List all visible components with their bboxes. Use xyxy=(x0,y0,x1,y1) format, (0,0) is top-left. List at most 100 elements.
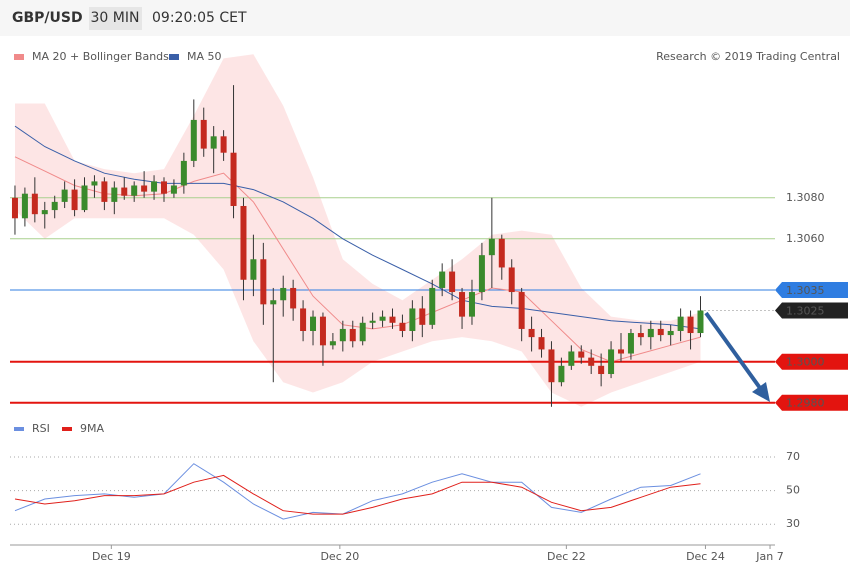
candle-body xyxy=(200,119,207,149)
clock: 09:20:05 CET xyxy=(152,10,247,26)
candle-body xyxy=(349,328,356,342)
candle-body xyxy=(478,255,485,293)
candle-body xyxy=(429,287,436,325)
legend-label: 9MA xyxy=(80,422,104,435)
candle-body xyxy=(11,197,18,219)
legend-label: RSI xyxy=(32,422,50,435)
arrow-shaft xyxy=(704,311,762,390)
candle-body xyxy=(41,210,48,215)
level-tag xyxy=(775,302,848,319)
candle-body xyxy=(270,300,277,305)
candle-body xyxy=(230,152,237,206)
plot: Dec 19 Dec 20 Dec 22 Dec 24 Jan 7 1.3080 1.306… xyxy=(10,50,848,563)
candle-body xyxy=(488,238,495,256)
legend-swatch xyxy=(14,427,24,431)
candle-body xyxy=(647,328,654,338)
candle-body xyxy=(697,310,704,334)
interval: 30 MIN xyxy=(91,10,140,26)
candle-body xyxy=(220,136,227,153)
candle-body xyxy=(677,316,684,331)
candle-body xyxy=(369,320,376,323)
x-tick-label: Dec 24 xyxy=(686,550,725,563)
candle-body xyxy=(439,271,446,288)
ma-line xyxy=(14,156,701,363)
symbol: GBP/USD xyxy=(12,10,83,26)
candle-body xyxy=(160,181,167,194)
candle-body xyxy=(101,181,108,202)
candle-body xyxy=(260,259,267,305)
candle-body xyxy=(568,351,575,366)
y-tick-label: 30 xyxy=(786,517,800,530)
candle-body xyxy=(409,308,416,331)
candle-body xyxy=(399,322,406,331)
candle-body xyxy=(598,365,605,375)
candle-body xyxy=(608,349,615,375)
candle-body xyxy=(618,349,625,354)
x-tick-label: Dec 20 xyxy=(320,550,359,563)
candle-body xyxy=(240,205,247,280)
candle-body xyxy=(71,189,78,211)
ma-line xyxy=(14,125,701,330)
candle-body xyxy=(528,328,535,338)
candle-body xyxy=(31,193,38,215)
candle-body xyxy=(141,185,148,192)
level-tag xyxy=(775,282,848,298)
legend-label: MA 50 xyxy=(187,50,222,63)
candle-body xyxy=(61,189,68,202)
candle-body xyxy=(210,136,217,149)
candle-body xyxy=(190,119,197,161)
candle-body xyxy=(468,292,475,317)
indicator-line xyxy=(14,474,701,515)
level-label: 1.3025 xyxy=(786,304,825,317)
y-tick-label: 50 xyxy=(786,484,800,497)
candle-body xyxy=(538,337,545,350)
candle-body xyxy=(627,333,634,354)
interval-box xyxy=(89,7,142,30)
candle-body xyxy=(518,292,525,329)
candle-body xyxy=(250,259,257,280)
candle-body xyxy=(151,181,158,192)
legend-swatch xyxy=(62,427,72,431)
candle-body xyxy=(578,351,585,358)
candle-body xyxy=(389,316,396,323)
y-tick-label: 70 xyxy=(786,450,800,463)
candle-body xyxy=(449,271,456,293)
candle-body xyxy=(280,287,287,301)
candle-body xyxy=(419,308,426,325)
candle-body xyxy=(290,287,297,309)
candle-body xyxy=(498,238,505,268)
candle-body xyxy=(170,185,177,194)
candle-body xyxy=(459,292,466,317)
candle-body xyxy=(81,185,88,211)
candle-body xyxy=(51,201,58,211)
credit: Research © 2019 Trading Central xyxy=(656,50,840,63)
legend-label: MA 20 + Bollinger Bands xyxy=(32,50,169,63)
candle-body xyxy=(379,316,386,321)
arrow-head xyxy=(752,382,770,402)
level-tag xyxy=(775,394,848,411)
candle-body xyxy=(310,316,317,331)
x-tick-label: Jan 7 xyxy=(755,550,783,563)
candle-body xyxy=(131,185,138,196)
level-label: 1.3000 xyxy=(786,356,825,369)
candle-body xyxy=(300,308,307,331)
candle-body xyxy=(91,181,98,186)
level-label: 1.3060 xyxy=(786,232,825,245)
candle-body xyxy=(548,349,555,383)
x-tick-label: Dec 19 xyxy=(92,550,131,563)
candle-body xyxy=(21,193,28,219)
candle-body xyxy=(667,330,674,336)
candle-body xyxy=(319,316,326,346)
legend-swatch xyxy=(169,54,179,60)
candle-body xyxy=(588,357,595,366)
candle-body xyxy=(329,341,336,346)
candle-body xyxy=(111,187,118,202)
candle-body xyxy=(687,316,694,334)
level-label: 1.3035 xyxy=(786,284,825,297)
candle-body xyxy=(180,160,187,186)
candle-body xyxy=(508,267,515,293)
level-label: 1.2980 xyxy=(786,397,825,410)
level-tag xyxy=(775,353,848,370)
